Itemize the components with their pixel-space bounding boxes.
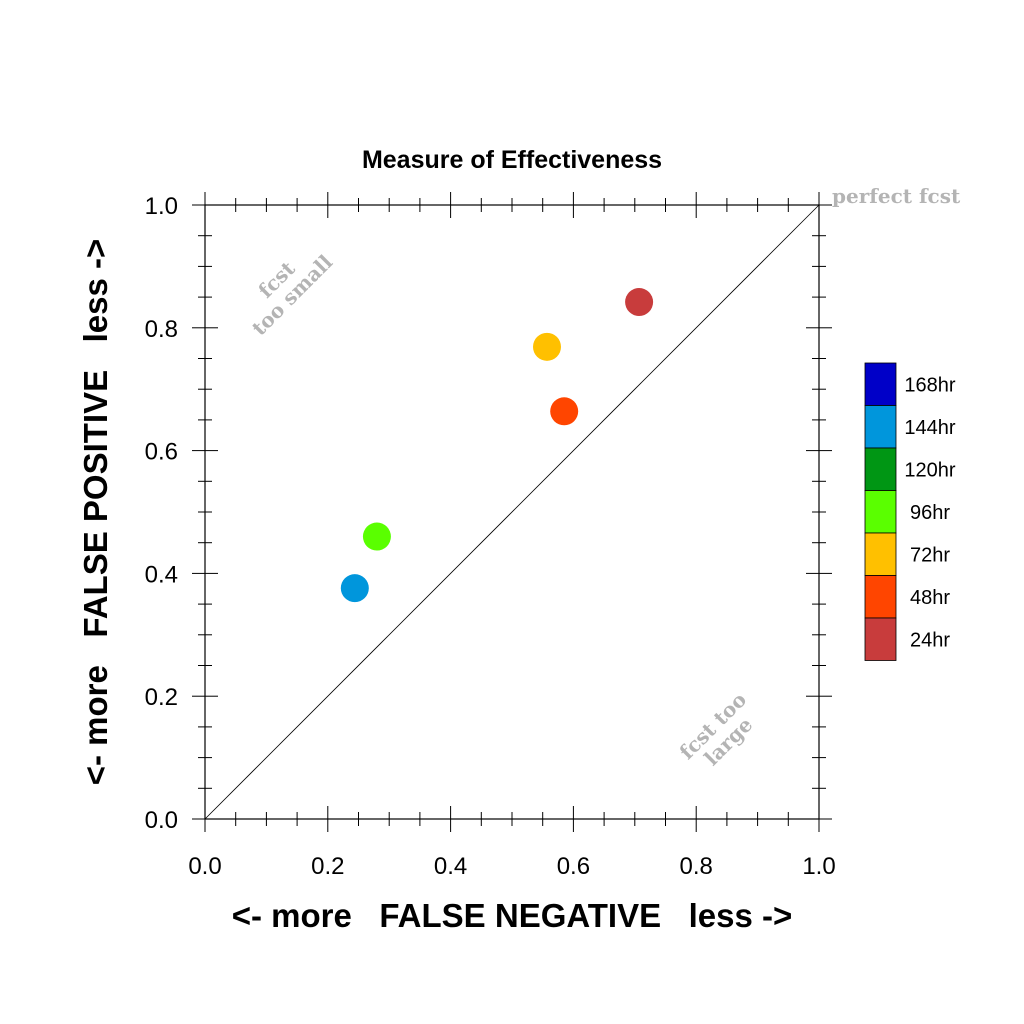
chart-title: Measure of Effectiveness — [362, 146, 662, 174]
x-tick-label: 0.2 — [311, 853, 344, 880]
x-axis-label: <- more FALSE NEGATIVE less -> — [232, 897, 793, 934]
data-point-24hr — [625, 288, 654, 317]
legend-swatch-168hr — [864, 362, 897, 406]
legend-swatch-24hr — [864, 617, 897, 661]
legend-swatch-96hr — [864, 490, 897, 534]
legend-label-72hr: 72hr — [910, 544, 950, 566]
y-axis-label: <- more FALSE POSITIVE less -> — [77, 239, 114, 786]
x-tick-label: 0.4 — [434, 853, 467, 880]
legend-label-24hr: 24hr — [910, 629, 950, 651]
data-point-96hr — [362, 522, 391, 551]
y-tick-label: 0.4 — [145, 561, 178, 588]
legend-swatch-48hr — [864, 575, 897, 619]
x-tick-label: 0.8 — [680, 853, 713, 880]
too-small-line-2: too small — [247, 250, 337, 340]
data-point-144hr — [340, 574, 369, 603]
y-tick-label: 0.6 — [145, 439, 178, 466]
perfect-forecast-diagonal — [204, 204, 820, 820]
legend: 168hr 144hr 120hr 96hr 72hr 48hr 24hr — [864, 362, 956, 661]
x-tick-label: 0.0 — [188, 853, 221, 880]
legend-label-96hr: 96hr — [910, 502, 950, 524]
data-points — [340, 288, 654, 603]
y-tick-label: 0.0 — [145, 807, 178, 834]
data-point-72hr — [532, 332, 561, 361]
plot-area: 0.0 0.2 0.4 0.6 0.8 1.0 0.0 0.2 0.4 0.6 0.8 1.0 — [145, 192, 836, 880]
legend-label-120hr: 120hr — [904, 459, 955, 481]
x-tick-label: 1.0 — [802, 853, 835, 880]
legend-swatch-72hr — [864, 532, 897, 576]
axis-ticks — [192, 192, 832, 832]
y-tick-label: 0.8 — [145, 316, 178, 343]
axis-tick-labels: 0.0 0.2 0.4 0.6 0.8 1.0 0.0 0.2 0.4 0.6 0.8 1.0 — [145, 193, 836, 880]
x-tick-label: 0.6 — [557, 853, 590, 880]
y-tick-label: 1.0 — [145, 193, 178, 220]
too-large-annotation: fcst too large — [675, 688, 758, 771]
data-point-48hr — [550, 397, 579, 426]
legend-swatch-120hr — [864, 447, 897, 491]
too-small-annotation: fcst too small — [247, 250, 337, 340]
perfect-forecast-annotation: perfect fcst — [832, 184, 961, 208]
legend-label-144hr: 144hr — [904, 417, 955, 439]
legend-swatch-144hr — [864, 405, 897, 449]
y-tick-label: 0.2 — [145, 684, 178, 711]
legend-label-48hr: 48hr — [910, 587, 950, 609]
legend-label-168hr: 168hr — [904, 374, 955, 396]
